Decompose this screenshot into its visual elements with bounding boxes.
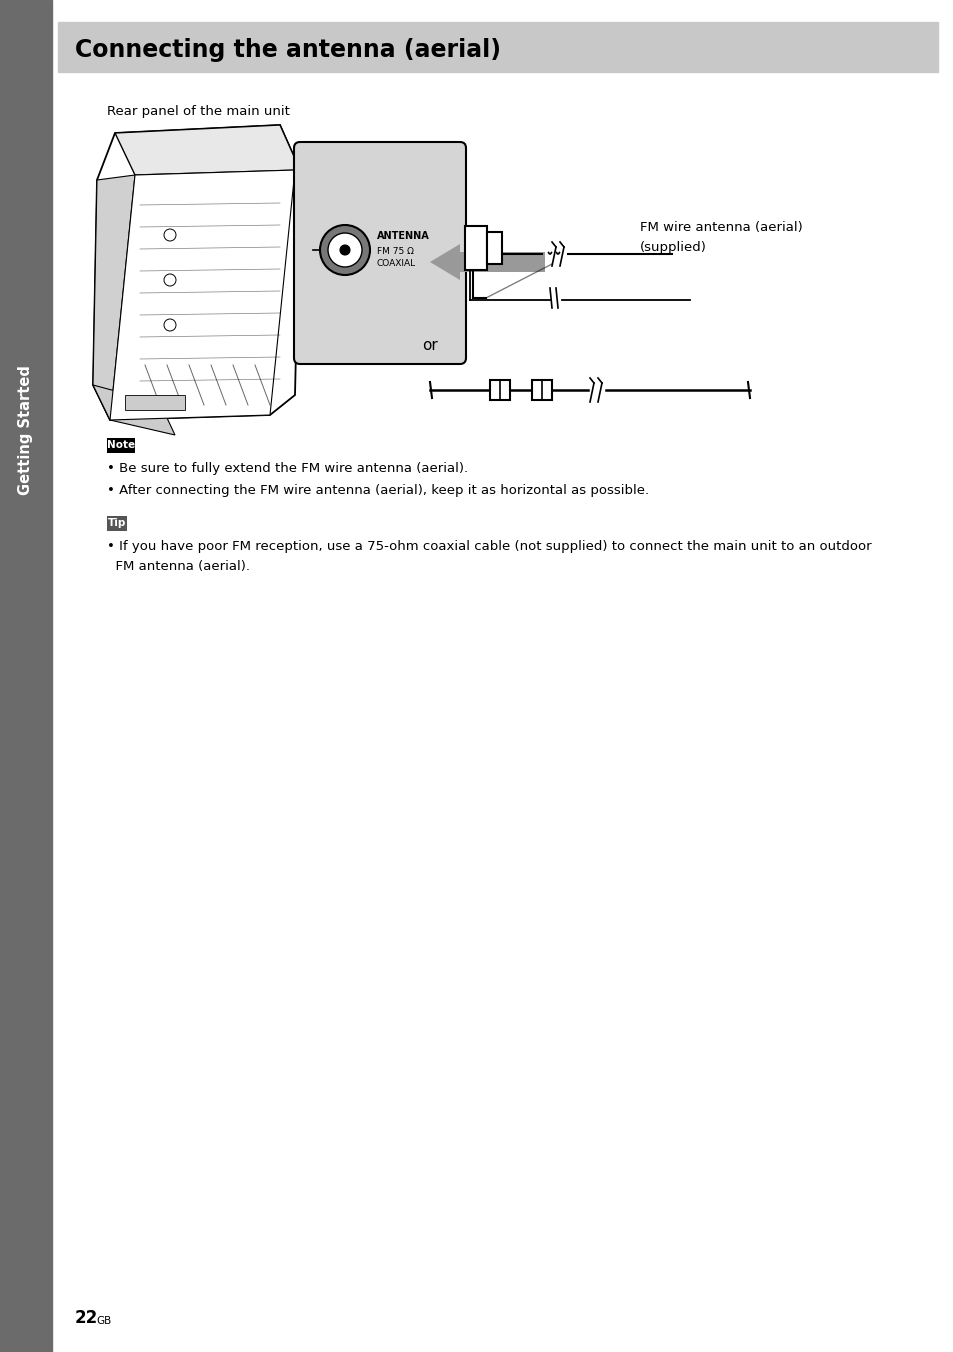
Polygon shape — [125, 395, 185, 410]
Text: FM wire antenna (aerial): FM wire antenna (aerial) — [639, 222, 801, 234]
Bar — [464, 226, 486, 270]
Polygon shape — [115, 124, 299, 174]
Polygon shape — [430, 243, 459, 280]
Text: • Be sure to fully extend the FM wire antenna (aerial).: • Be sure to fully extend the FM wire an… — [107, 462, 468, 475]
Circle shape — [319, 224, 370, 274]
Text: • After connecting the FM wire antenna (aerial), keep it as horizontal as possib: • After connecting the FM wire antenna (… — [107, 484, 648, 498]
Bar — [532, 380, 552, 400]
Circle shape — [328, 233, 361, 266]
Text: Connecting the antenna (aerial): Connecting the antenna (aerial) — [75, 38, 500, 62]
Text: (supplied): (supplied) — [639, 242, 706, 254]
Bar — [0, 0, 52, 1352]
Bar — [486, 233, 501, 264]
Polygon shape — [92, 385, 174, 435]
Text: Note: Note — [107, 441, 135, 450]
Text: Rear panel of the main unit: Rear panel of the main unit — [107, 105, 290, 119]
Text: COAXIAL: COAXIAL — [376, 258, 416, 268]
Text: ANTENNA: ANTENNA — [376, 231, 429, 241]
Bar — [107, 516, 127, 531]
Bar — [58, 22, 937, 72]
Polygon shape — [92, 124, 299, 420]
Bar — [459, 251, 544, 272]
Text: Tip: Tip — [108, 519, 126, 529]
Circle shape — [339, 245, 350, 256]
Text: FM 75 Ω: FM 75 Ω — [376, 246, 414, 256]
Text: GB: GB — [96, 1315, 112, 1326]
FancyBboxPatch shape — [294, 142, 465, 364]
Text: or: or — [421, 338, 437, 353]
Text: FM antenna (aerial).: FM antenna (aerial). — [107, 560, 250, 573]
Text: Getting Started: Getting Started — [18, 365, 33, 495]
Bar — [107, 438, 135, 453]
Text: 22: 22 — [75, 1309, 98, 1328]
Polygon shape — [110, 170, 294, 420]
Bar — [490, 380, 510, 400]
Text: • If you have poor FM reception, use a 75-ohm coaxial cable (not supplied) to co: • If you have poor FM reception, use a 7… — [107, 539, 871, 553]
Polygon shape — [92, 174, 135, 420]
